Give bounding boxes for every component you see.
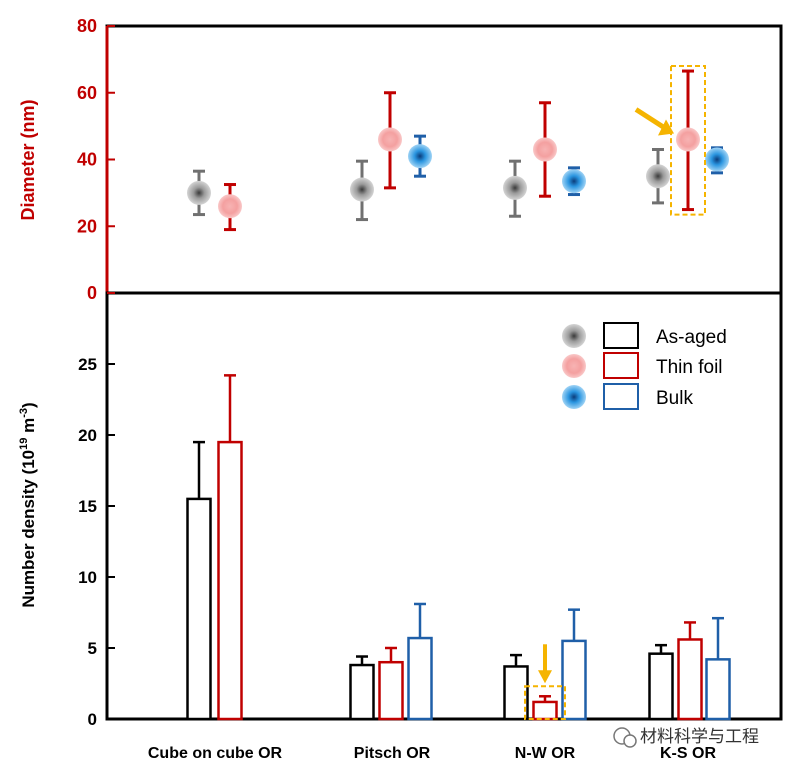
point-thin-foil — [676, 127, 700, 152]
legend-dot-as-aged — [562, 324, 586, 348]
bottom-tick-label: 5 — [88, 639, 97, 658]
point-bulk — [408, 144, 432, 169]
highlight-arrow-head-icon — [538, 670, 552, 684]
legend-box-as-aged — [603, 322, 639, 349]
bottom-y-ticks: 0 5 10 15 20 25 — [78, 355, 115, 729]
bottom-tick-label: 10 — [78, 568, 97, 587]
bar-thin-foil — [677, 638, 703, 721]
highlight-box — [524, 685, 566, 721]
bottom-bar-marks — [186, 374, 731, 721]
legend-dot-thin-foil — [562, 354, 586, 378]
point-bulk — [562, 169, 586, 194]
legend-dot-bulk — [562, 385, 586, 409]
bottom-tick-label: 15 — [78, 497, 97, 516]
wechat-icon-small — [623, 734, 637, 748]
category-label: N-W OR — [515, 745, 576, 762]
top-tick-label: 60 — [77, 83, 97, 103]
ylabel-part: Number density (10 — [19, 450, 38, 608]
point-as-aged — [503, 175, 527, 200]
ylabel-close: ) — [19, 402, 38, 408]
point-thin-foil — [378, 127, 402, 152]
category-label: K-S OR — [660, 745, 716, 762]
category-label: Pitsch OR — [354, 745, 431, 762]
bar-as-aged — [503, 665, 529, 721]
watermark-text: 材料科学与工程 — [640, 727, 759, 746]
point-thin-foil — [533, 137, 557, 162]
bottom-tick-label: 20 — [78, 426, 97, 445]
bar-as-aged — [349, 663, 375, 721]
bottom-tick-label: 25 — [78, 355, 97, 374]
top-tick-label: 0 — [87, 283, 97, 303]
ylabel-unit: m — [19, 418, 38, 438]
bar-thin-foil — [217, 440, 243, 721]
legend-box-bulk — [603, 383, 639, 410]
top-y-axis-label: Diameter (nm) — [18, 99, 38, 220]
ylabel-sup-1: 19 — [18, 438, 30, 450]
bar-bulk — [561, 639, 587, 721]
watermark: 材料科学与工程 — [613, 727, 759, 748]
highlight-arrow-icon — [634, 107, 666, 130]
top-tick-label: 80 — [77, 16, 97, 36]
point-as-aged — [350, 177, 374, 202]
point-as-aged — [187, 180, 211, 205]
bar-thin-foil — [378, 660, 404, 721]
legend-box-thin-foil — [603, 352, 639, 379]
point-bulk — [705, 147, 729, 172]
legend: As-aged Thin foil Bulk — [562, 322, 727, 410]
top-tick-label: 40 — [77, 150, 97, 170]
point-as-aged — [646, 164, 670, 189]
category-label: Cube on cube OR — [148, 745, 283, 762]
bar-as-aged — [648, 652, 674, 721]
highlight-arrow-head-icon — [658, 119, 674, 136]
legend-label-as-aged: As-aged — [656, 327, 727, 348]
bar-as-aged — [186, 497, 212, 721]
highlight-box — [670, 65, 706, 216]
bar-bulk — [705, 658, 731, 721]
top-y-ticks: 0 20 40 60 80 — [77, 16, 115, 303]
ylabel-sup-2: -3 — [18, 408, 30, 418]
legend-label-thin-foil: Thin foil — [656, 357, 723, 378]
bar-thin-foil — [532, 700, 558, 721]
legend-label-bulk: Bulk — [656, 388, 693, 409]
bottom-y-axis-label: Number density (1019 m-3) — [18, 402, 38, 607]
bottom-tick-label: 0 — [88, 710, 97, 729]
top-scatter-marks — [187, 65, 729, 232]
bar-bulk — [407, 636, 433, 721]
top-tick-label: 20 — [77, 216, 97, 236]
point-thin-foil — [218, 194, 242, 219]
